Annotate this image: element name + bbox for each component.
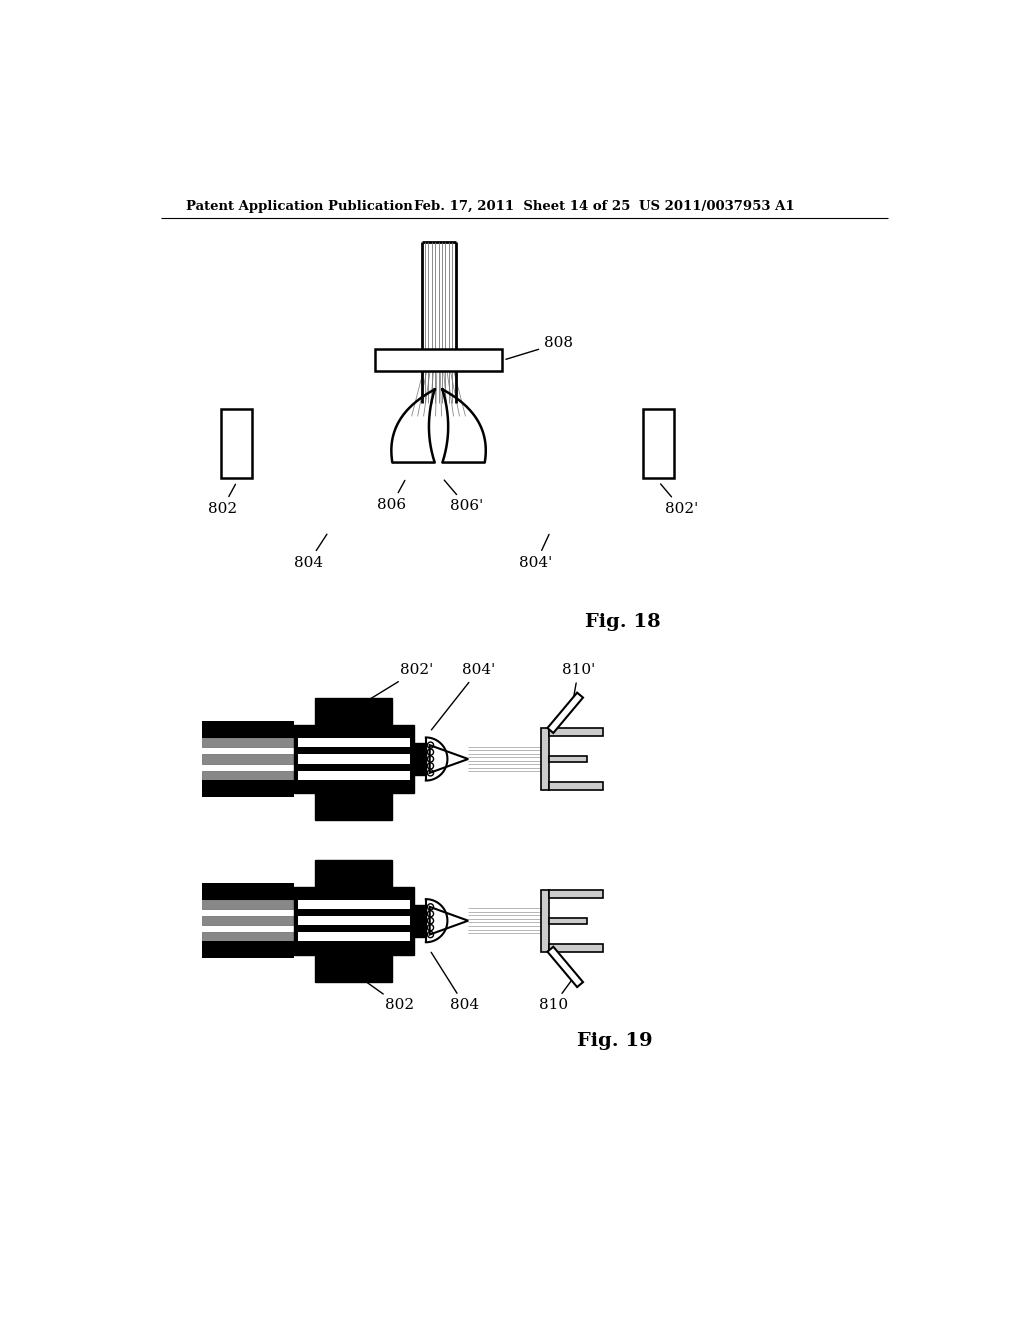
Bar xyxy=(549,917,587,924)
Text: 810: 810 xyxy=(539,981,571,1012)
Bar xyxy=(298,755,410,763)
Text: 804: 804 xyxy=(294,535,327,570)
Bar xyxy=(294,725,414,793)
Bar xyxy=(202,900,294,909)
Bar xyxy=(298,900,410,909)
Bar xyxy=(298,916,410,925)
Text: 806': 806' xyxy=(444,480,483,513)
Bar xyxy=(414,743,426,775)
Text: Fig. 19: Fig. 19 xyxy=(578,1032,652,1051)
Bar xyxy=(202,883,294,900)
Bar xyxy=(202,780,294,797)
Text: 804: 804 xyxy=(431,952,479,1012)
Text: 802': 802' xyxy=(356,664,433,708)
Text: Fig. 18: Fig. 18 xyxy=(585,612,660,631)
Text: 804': 804' xyxy=(519,535,553,570)
Bar xyxy=(549,729,603,737)
Bar xyxy=(202,941,294,958)
Polygon shape xyxy=(548,693,583,733)
Bar xyxy=(202,916,294,925)
Bar xyxy=(298,932,410,941)
Text: 802: 802 xyxy=(356,974,414,1012)
Text: 802': 802' xyxy=(660,484,698,516)
Bar xyxy=(315,859,392,887)
Bar xyxy=(643,409,674,478)
Text: 808: 808 xyxy=(506,337,573,359)
Bar xyxy=(315,698,392,725)
Bar xyxy=(221,409,252,478)
Bar xyxy=(202,755,294,763)
Bar xyxy=(542,729,549,789)
Bar xyxy=(549,781,603,789)
Text: US 2011/0037953 A1: US 2011/0037953 A1 xyxy=(639,199,795,213)
Text: Feb. 17, 2011  Sheet 14 of 25: Feb. 17, 2011 Sheet 14 of 25 xyxy=(414,199,631,213)
Bar xyxy=(315,954,392,982)
Text: Patent Application Publication: Patent Application Publication xyxy=(186,199,413,213)
Bar xyxy=(414,904,426,937)
Bar xyxy=(549,944,603,952)
Bar xyxy=(294,887,414,954)
Polygon shape xyxy=(548,946,583,987)
Text: 810': 810' xyxy=(562,664,595,698)
Bar xyxy=(298,771,410,780)
Bar xyxy=(202,738,294,747)
Bar xyxy=(298,738,410,747)
Bar xyxy=(376,350,502,371)
Bar xyxy=(202,932,294,941)
Text: 804': 804' xyxy=(431,664,495,730)
Bar xyxy=(549,890,603,898)
Text: 806: 806 xyxy=(377,480,407,512)
Bar xyxy=(542,890,549,952)
Bar xyxy=(202,771,294,780)
Text: 802: 802 xyxy=(208,484,237,516)
Bar xyxy=(549,756,587,762)
Bar xyxy=(202,721,294,738)
Bar xyxy=(315,793,392,820)
